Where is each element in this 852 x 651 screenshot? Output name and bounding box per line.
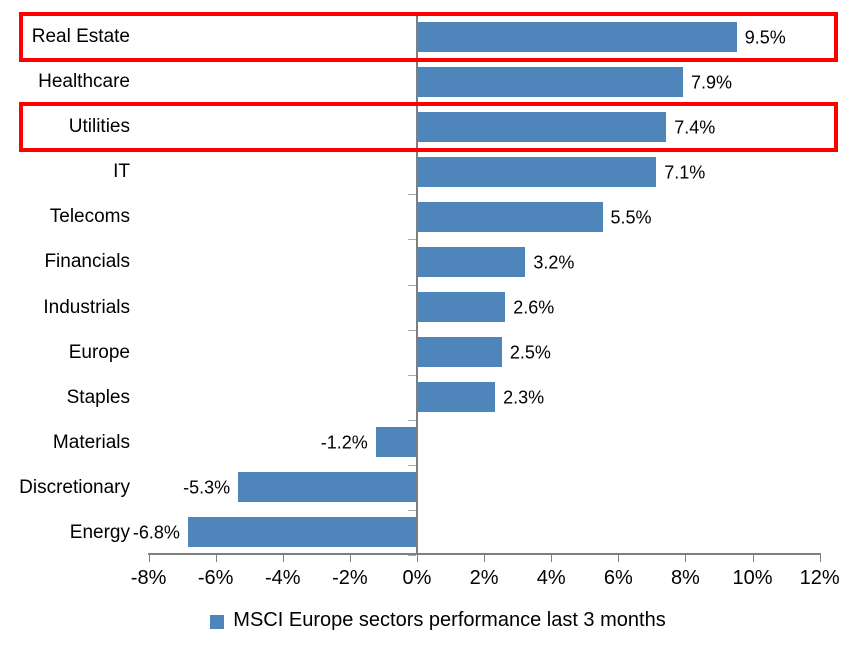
value-axis-tick-label: 12% (799, 567, 840, 589)
category-axis-tick (408, 375, 416, 376)
value-axis-tick (417, 555, 418, 562)
value-axis-tick-label: 2% (469, 567, 499, 589)
bar (418, 201, 603, 232)
value-axis-tick (618, 555, 619, 562)
value-axis-tick (216, 555, 217, 562)
highlight-box-real-estate (19, 12, 838, 63)
value-axis-tick (820, 555, 821, 562)
value-axis-tick-label: 10% (732, 567, 773, 589)
category-label: Financials (44, 251, 130, 273)
bar (418, 21, 737, 52)
value-axis-tick-label: -6% (197, 567, 234, 589)
legend-square-icon (210, 614, 225, 629)
category-label: Real Estate (31, 26, 130, 47)
category-axis-tick (408, 330, 416, 331)
value-axis-tick (350, 555, 351, 562)
value-label: 9.5% (744, 27, 786, 48)
bar (375, 427, 416, 458)
value-axis-tick (551, 555, 552, 562)
highlight-box-utilities (19, 102, 838, 153)
bar (418, 382, 496, 413)
value-label: 3.2% (533, 252, 575, 273)
value-label: 2.3% (503, 387, 545, 408)
category-axis-line (416, 14, 418, 555)
value-axis-tick-label: -8% (130, 567, 167, 589)
value-label: 2.6% (513, 297, 555, 318)
value-label: 7.1% (664, 162, 706, 183)
category-label: Europe (68, 341, 130, 363)
value-axis-tick (685, 555, 686, 562)
category-label: Energy (69, 521, 130, 543)
value-axis-tick-label: 8% (670, 567, 700, 589)
category-axis-tick (408, 465, 416, 466)
value-label: 7.4% (674, 117, 716, 138)
bar (418, 292, 506, 323)
value-label: -5.3% (183, 477, 231, 498)
category-axis-tick (408, 420, 416, 421)
bar (418, 111, 667, 142)
bar (418, 337, 502, 368)
category-axis-tick (408, 239, 416, 240)
category-label: Staples (66, 386, 130, 408)
category-axis-tick (408, 285, 416, 286)
value-axis-tick-label: 0% (402, 567, 432, 589)
legend: MSCI Europe sectors performance last 3 m… (12, 609, 852, 632)
category-axis-tick (408, 555, 416, 556)
value-label: 2.5% (509, 342, 551, 363)
bar (418, 156, 657, 187)
category-label: Healthcare (38, 71, 130, 93)
category-label: Discretionary (19, 476, 130, 498)
value-label: 5.5% (610, 207, 652, 228)
bar (418, 66, 684, 97)
bar (238, 472, 416, 503)
value-axis-tick-label: 4% (536, 567, 566, 589)
bar (418, 246, 526, 277)
value-axis-tick (484, 555, 485, 562)
value-axis-tick-label: -2% (332, 567, 368, 589)
value-axis-tick-label: 6% (603, 567, 633, 589)
value-axis-line (148, 553, 821, 555)
category-axis-tick (408, 510, 416, 511)
value-axis-tick (149, 555, 150, 562)
value-label: -6.8% (132, 522, 180, 543)
category-label: Telecoms (49, 206, 130, 228)
value-axis-tick (753, 555, 754, 562)
category-label: Materials (52, 431, 130, 453)
value-label: 7.9% (691, 72, 733, 93)
category-label: Industrials (43, 296, 130, 318)
legend-label: MSCI Europe sectors performance last 3 m… (233, 609, 666, 631)
value-axis-tick (283, 555, 284, 562)
bar (187, 517, 416, 548)
category-label: Utilities (68, 116, 130, 138)
value-axis-tick-label: -4% (265, 567, 301, 589)
category-label: IT (113, 161, 130, 183)
value-label: -1.2% (320, 432, 368, 453)
category-axis-tick (408, 194, 416, 195)
